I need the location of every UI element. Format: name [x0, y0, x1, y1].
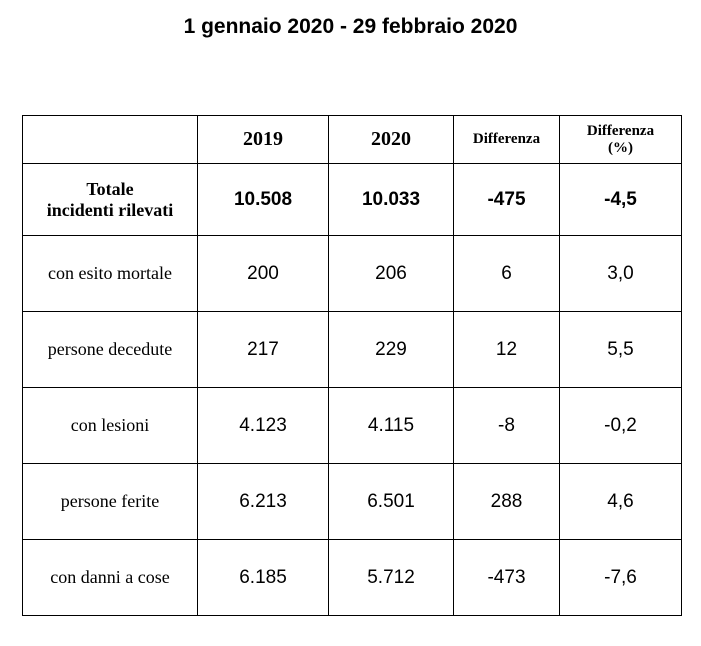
total-difference: -475 — [453, 163, 560, 236]
row-difference-pct: -7,6 — [559, 539, 682, 616]
table-row: persone decedute 217 229 12 5,5 — [22, 311, 682, 388]
table-row: persone ferite 6.213 6.501 288 4,6 — [22, 463, 682, 540]
header-difference-pct-line2: (%) — [608, 139, 633, 156]
statistics-table: 2019 2020 Differenza Differenza (%) Tota… — [22, 115, 682, 616]
row-value-2020: 4.115 — [328, 387, 454, 464]
total-value-2019: 10.508 — [197, 163, 329, 236]
row-value-2019: 4.123 — [197, 387, 329, 464]
row-value-2019: 200 — [197, 235, 329, 312]
row-value-2020: 229 — [328, 311, 454, 388]
row-label: con lesioni — [22, 387, 198, 464]
row-label: persone decedute — [22, 311, 198, 388]
row-label: con danni a cose — [22, 539, 198, 616]
row-difference-pct: 3,0 — [559, 235, 682, 312]
row-difference: 6 — [453, 235, 560, 312]
total-difference-pct: -4,5 — [559, 163, 682, 236]
total-value-2020: 10.033 — [328, 163, 454, 236]
header-difference: Differenza — [453, 115, 560, 164]
header-2020: 2020 — [328, 115, 454, 164]
row-difference: 288 — [453, 463, 560, 540]
table-row: con danni a cose 6.185 5.712 -473 -7,6 — [22, 539, 682, 616]
row-difference: -8 — [453, 387, 560, 464]
row-difference-pct: 4,6 — [559, 463, 682, 540]
header-empty-cell — [22, 115, 198, 164]
row-value-2020: 5.712 — [328, 539, 454, 616]
page-title: 1 gennaio 2020 - 29 febbraio 2020 — [183, 15, 518, 38]
table-row: con esito mortale 200 206 6 3,0 — [22, 235, 682, 312]
total-label-line2: incidenti rilevati — [46, 199, 174, 220]
row-value-2019: 217 — [197, 311, 329, 388]
header-row: 2019 2020 Differenza Differenza (%) — [22, 115, 682, 164]
row-difference-pct: -0,2 — [559, 387, 682, 464]
total-label: Totale incidenti rilevati — [22, 163, 198, 236]
row-value-2020: 6.501 — [328, 463, 454, 540]
table-row: con lesioni 4.123 4.115 -8 -0,2 — [22, 387, 682, 464]
row-difference: -473 — [453, 539, 560, 616]
row-value-2020: 206 — [328, 235, 454, 312]
total-label-line1: Totale — [86, 178, 134, 199]
total-row: Totale incidenti rilevati 10.508 10.033 … — [22, 163, 682, 236]
header-difference-pct-line1: Differenza — [586, 122, 655, 139]
row-value-2019: 6.185 — [197, 539, 329, 616]
row-label: con esito mortale — [22, 235, 198, 312]
header-2019: 2019 — [197, 115, 329, 164]
row-value-2019: 6.213 — [197, 463, 329, 540]
row-label: persone ferite — [22, 463, 198, 540]
row-difference: 12 — [453, 311, 560, 388]
row-difference-pct: 5,5 — [559, 311, 682, 388]
header-difference-pct: Differenza (%) — [559, 115, 682, 164]
